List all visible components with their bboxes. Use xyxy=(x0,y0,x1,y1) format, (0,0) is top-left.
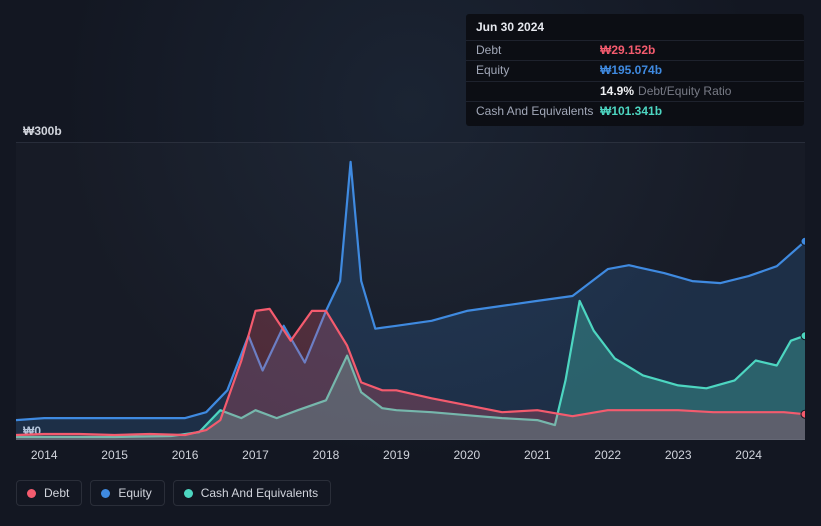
series-end-marker xyxy=(801,237,805,245)
tooltip-row-value: ₩29.152b xyxy=(600,43,655,59)
legend-item[interactable]: Cash And Equivalents xyxy=(173,480,331,506)
x-tick-label: 2022 xyxy=(594,448,621,462)
legend-label: Debt xyxy=(44,486,69,500)
x-tick-label: 2015 xyxy=(101,448,128,462)
x-tick-label: 2023 xyxy=(665,448,692,462)
legend-label: Equity xyxy=(118,486,151,500)
legend-item[interactable]: Equity xyxy=(90,480,164,506)
tooltip-row-value: 14.9%Debt/Equity Ratio xyxy=(600,84,731,100)
series-end-marker xyxy=(801,410,805,418)
tooltip-date: Jun 30 2024 xyxy=(466,18,804,41)
tooltip-row: 14.9%Debt/Equity Ratio xyxy=(466,82,804,103)
tooltip-row-suffix: Debt/Equity Ratio xyxy=(638,84,731,98)
x-tick-label: 2014 xyxy=(31,448,58,462)
tooltip-row-label: Cash And Equivalents xyxy=(476,104,600,120)
legend-swatch xyxy=(27,489,36,498)
tooltip-row-label xyxy=(476,84,600,100)
tooltip-row: Debt₩29.152b xyxy=(466,41,804,62)
chart-tooltip: Jun 30 2024 Debt₩29.152bEquity₩195.074b1… xyxy=(466,14,804,126)
tooltip-row-value: ₩195.074b xyxy=(600,63,662,79)
legend-item[interactable]: Debt xyxy=(16,480,82,506)
x-tick-label: 2024 xyxy=(735,448,762,462)
x-tick-label: 2016 xyxy=(172,448,199,462)
tooltip-row-label: Debt xyxy=(476,43,600,59)
x-tick-label: 2019 xyxy=(383,448,410,462)
tooltip-row-label: Equity xyxy=(476,63,600,79)
x-axis: 2014 2015 2016 2017 2018 2019 2020 2021 2022 2023… xyxy=(16,448,805,466)
x-tick-label: 2020 xyxy=(453,448,480,462)
tooltip-row: Cash And Equivalents₩101.341b xyxy=(466,102,804,122)
legend-swatch xyxy=(101,489,110,498)
x-tick-label: 2021 xyxy=(524,448,551,462)
tooltip-row-value: ₩101.341b xyxy=(600,104,662,120)
legend: Debt Equity Cash And Equivalents xyxy=(16,480,331,506)
tooltip-row: Equity₩195.074b xyxy=(466,61,804,82)
legend-label: Cash And Equivalents xyxy=(201,486,318,500)
chart-plot xyxy=(16,142,805,440)
legend-swatch xyxy=(184,489,193,498)
x-tick-label: 2018 xyxy=(313,448,340,462)
y-tick-max: ₩300b xyxy=(23,124,62,138)
x-tick-label: 2017 xyxy=(242,448,269,462)
series-end-marker xyxy=(801,332,805,340)
